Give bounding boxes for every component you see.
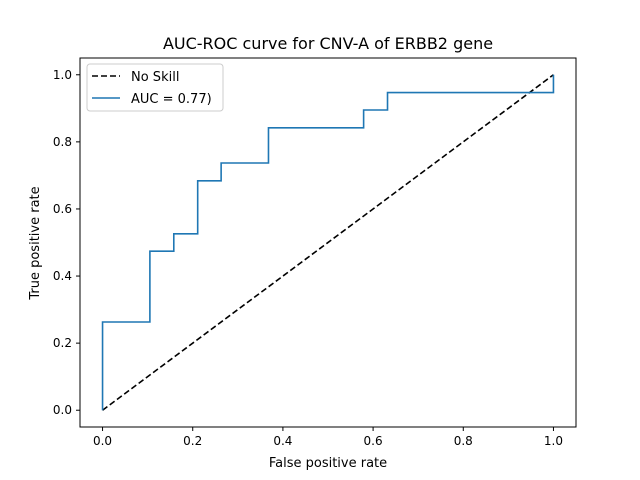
roc-curve-line [101, 74, 555, 411]
x-axis: 0.0 0.2 0.4 0.6 0.8 1.0 [93, 427, 563, 448]
x-tick-label: 0.4 [273, 434, 292, 448]
chart-title: AUC-ROC curve for CNV-A of ERBB2 gene [163, 34, 493, 53]
x-tick-label: 0.0 [93, 434, 112, 448]
x-tick-label: 0.6 [364, 434, 383, 448]
axes-frame [79, 57, 577, 428]
y-tick-label: 0.0 [53, 403, 72, 417]
legend-label-no-skill: No Skill [131, 70, 179, 85]
x-tick-label: 0.2 [183, 434, 202, 448]
x-tick-label: 0.8 [454, 434, 473, 448]
legend: No Skill AUC = 0.77) [86, 63, 224, 112]
y-tick-label: 0.2 [53, 336, 72, 350]
y-tick-label: 0.6 [53, 202, 72, 216]
y-axis-label: True positive rate [28, 186, 43, 300]
x-tick-label: 1.0 [544, 434, 563, 448]
y-axis: 0.0 0.2 0.4 0.6 0.8 1.0 [53, 68, 80, 417]
x-axis-label: False positive rate [269, 456, 387, 471]
no-skill-line [102, 74, 554, 411]
y-tick-label: 1.0 [53, 68, 72, 82]
y-tick-label: 0.8 [53, 135, 72, 149]
y-tick-label: 0.4 [53, 269, 72, 283]
plot-area [101, 74, 555, 411]
legend-label-auc: AUC = 0.77) [131, 92, 212, 107]
legend-box [86, 63, 224, 112]
